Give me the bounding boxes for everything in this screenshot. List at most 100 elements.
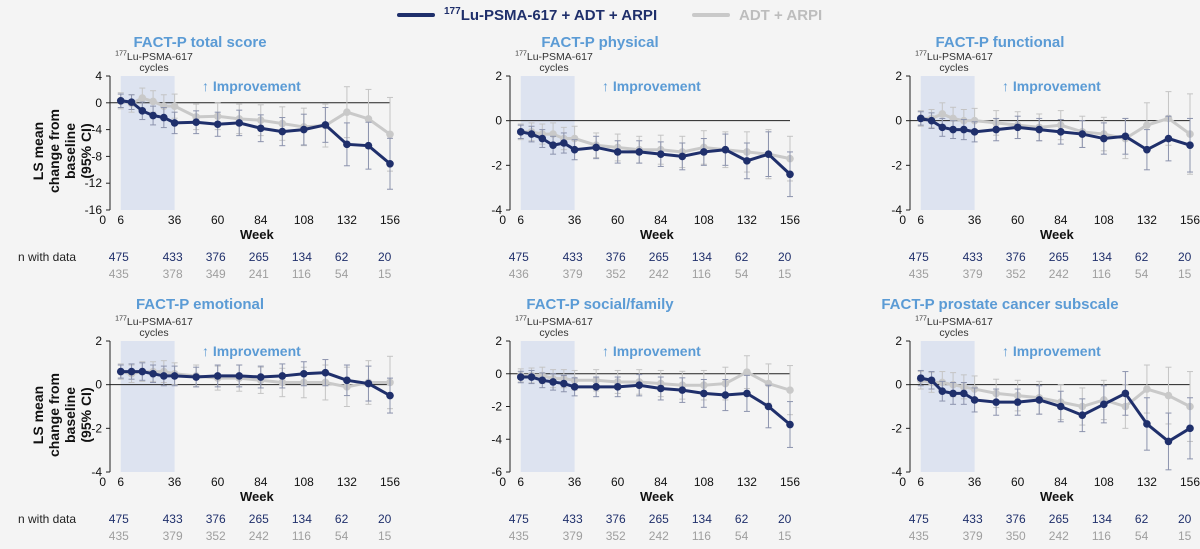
legend-swatch-lu-psma (397, 13, 435, 17)
cycles-label: 177Lu-PSMA-617 cycles (504, 50, 604, 74)
x-tick-label: 36 (168, 475, 182, 489)
n-value-lu-psma: 376 (1005, 512, 1026, 526)
data-point-lu-psma (1013, 123, 1022, 132)
n-value-adt-arpi: 116 (291, 267, 311, 281)
x-tick-label: 132 (337, 475, 357, 489)
y-tick-label: -16 (85, 203, 103, 217)
data-point-lu-psma (1143, 145, 1151, 154)
data-point-lu-psma (116, 367, 125, 376)
data-point-lu-psma (570, 383, 579, 391)
data-point-lu-psma (960, 389, 968, 398)
y-tick-label: 0 (495, 367, 502, 381)
chart-title: FACT-P prostate cancer subscale (881, 296, 1119, 313)
data-point-lu-psma (538, 376, 547, 385)
chart-panel: FACT-P functional 2 0 -2 -4 0 6 36 60 84 108 132 156… (800, 0, 1200, 281)
chart-panel: FACT-P physical 2 0 -2 -4 0 6 36 60 84 108 132 156 17… (400, 0, 800, 281)
chart-legend: 177Lu-PSMA-617 + ADT + ARPI ADT + ARPI (0, 4, 1200, 26)
improvement-label: ↑ Improvement (202, 78, 301, 94)
up-arrow-icon: ↑ (602, 78, 613, 94)
data-point-lu-psma (192, 118, 200, 127)
up-arrow-icon: ↑ (1002, 78, 1013, 94)
y-axis-label-line: LS mean (30, 121, 46, 181)
n-value-lu-psma: 20 (778, 512, 792, 526)
data-point-lu-psma (743, 157, 751, 165)
n-value-lu-psma: 62 (734, 512, 749, 526)
y-axis-label: LS mean change from baseline (95% CI) (30, 81, 94, 221)
data-point-lu-psma (927, 376, 936, 385)
n-value-adt-arpi: 379 (162, 529, 183, 543)
cycles-label: 177Lu-PSMA-617 cycles (904, 50, 1004, 74)
data-point-lu-psma (127, 98, 136, 106)
data-point-lu-psma (592, 383, 600, 391)
data-point-lu-psma (256, 124, 265, 133)
data-point-lu-psma (549, 141, 557, 150)
chart-panel: FACT-P prostate cancer subscale 2 0 -2 -4 0 6 3… (800, 274, 1200, 548)
n-value-adt-arpi: 379 (962, 529, 983, 543)
x-tick-label: 36 (968, 213, 982, 227)
treatment-cycles-shade (920, 76, 975, 210)
data-point-lu-psma (235, 372, 244, 380)
y-tick-label: -4 (491, 203, 502, 217)
n-value-lu-psma: 475 (908, 250, 929, 264)
data-point-lu-psma (916, 114, 925, 123)
improvement-text: Improvement (212, 78, 301, 94)
data-point-adt-arpi (149, 97, 157, 106)
data-point-lu-psma (538, 134, 547, 143)
series-line-adt-arpi (920, 378, 1191, 409)
y-tick-label: -4 (891, 465, 902, 479)
n-value-adt-arpi: 116 (1091, 529, 1111, 543)
x-tick-label: 0 (99, 475, 106, 489)
y-tick-label: -2 (491, 400, 502, 414)
data-point-adt-arpi (170, 102, 179, 110)
n-value-lu-psma: 376 (605, 250, 626, 264)
n-value-lu-psma: 265 (648, 250, 669, 264)
improvement-text: Improvement (1012, 78, 1101, 94)
n-value-adt-arpi: 242 (1048, 529, 1069, 543)
improvement-text: Improvement (612, 343, 701, 359)
x-tick-label: 0 (499, 475, 506, 489)
data-point-lu-psma (160, 372, 168, 380)
data-point-lu-psma (1100, 400, 1108, 409)
data-point-lu-psma (938, 387, 947, 396)
y-tick-label: -4 (491, 432, 502, 446)
data-point-lu-psma (1121, 389, 1130, 398)
x-tick-label: 60 (211, 475, 225, 489)
data-point-adt-arpi (938, 110, 947, 118)
cycles-line2: cycles (539, 327, 569, 339)
n-value-adt-arpi: 15 (778, 529, 792, 543)
x-tick-label: 36 (168, 213, 182, 227)
x-axis-label: Week (1040, 489, 1074, 504)
n-value-adt-arpi: 54 (734, 267, 749, 281)
data-point-adt-arpi (570, 134, 579, 143)
series-line-lu-psma (520, 375, 791, 426)
cycles-sup: 177 (915, 50, 927, 58)
n-value-adt-arpi: 54 (1134, 529, 1149, 543)
data-point-adt-arpi (138, 94, 147, 102)
x-tick-label: 6 (517, 213, 524, 227)
n-value-lu-psma: 62 (334, 250, 349, 264)
n-value-adt-arpi: 352 (1005, 267, 1026, 281)
data-point-lu-psma (970, 396, 979, 404)
n-value-adt-arpi: 116 (1091, 267, 1111, 281)
n-value-lu-psma: 62 (1134, 250, 1149, 264)
n-value-adt-arpi: 350 (1005, 529, 1026, 543)
series-line-adt-arpi (520, 130, 791, 161)
data-point-lu-psma (949, 389, 957, 398)
data-point-adt-arpi (364, 115, 373, 123)
y-tick-label: 2 (95, 334, 102, 348)
data-point-lu-psma (386, 159, 394, 168)
n-with-data-label: n with data (18, 250, 77, 264)
y-tick-label: -4 (891, 203, 902, 217)
n-value-adt-arpi: 435 (508, 529, 529, 543)
cycles-line1: Lu-PSMA-617 (126, 51, 193, 63)
n-value-adt-arpi: 15 (378, 529, 392, 543)
data-point-lu-psma (127, 367, 136, 376)
data-point-lu-psma (786, 420, 794, 429)
cycles-line2: cycles (139, 62, 169, 74)
series-line-lu-psma (520, 130, 792, 176)
cycles-sup: 177 (515, 50, 527, 58)
n-value-lu-psma: 475 (108, 512, 129, 526)
y-axis-label-line: change from baseline (46, 372, 78, 457)
up-arrow-icon: ↑ (602, 343, 613, 359)
x-tick-label: 60 (611, 475, 625, 489)
